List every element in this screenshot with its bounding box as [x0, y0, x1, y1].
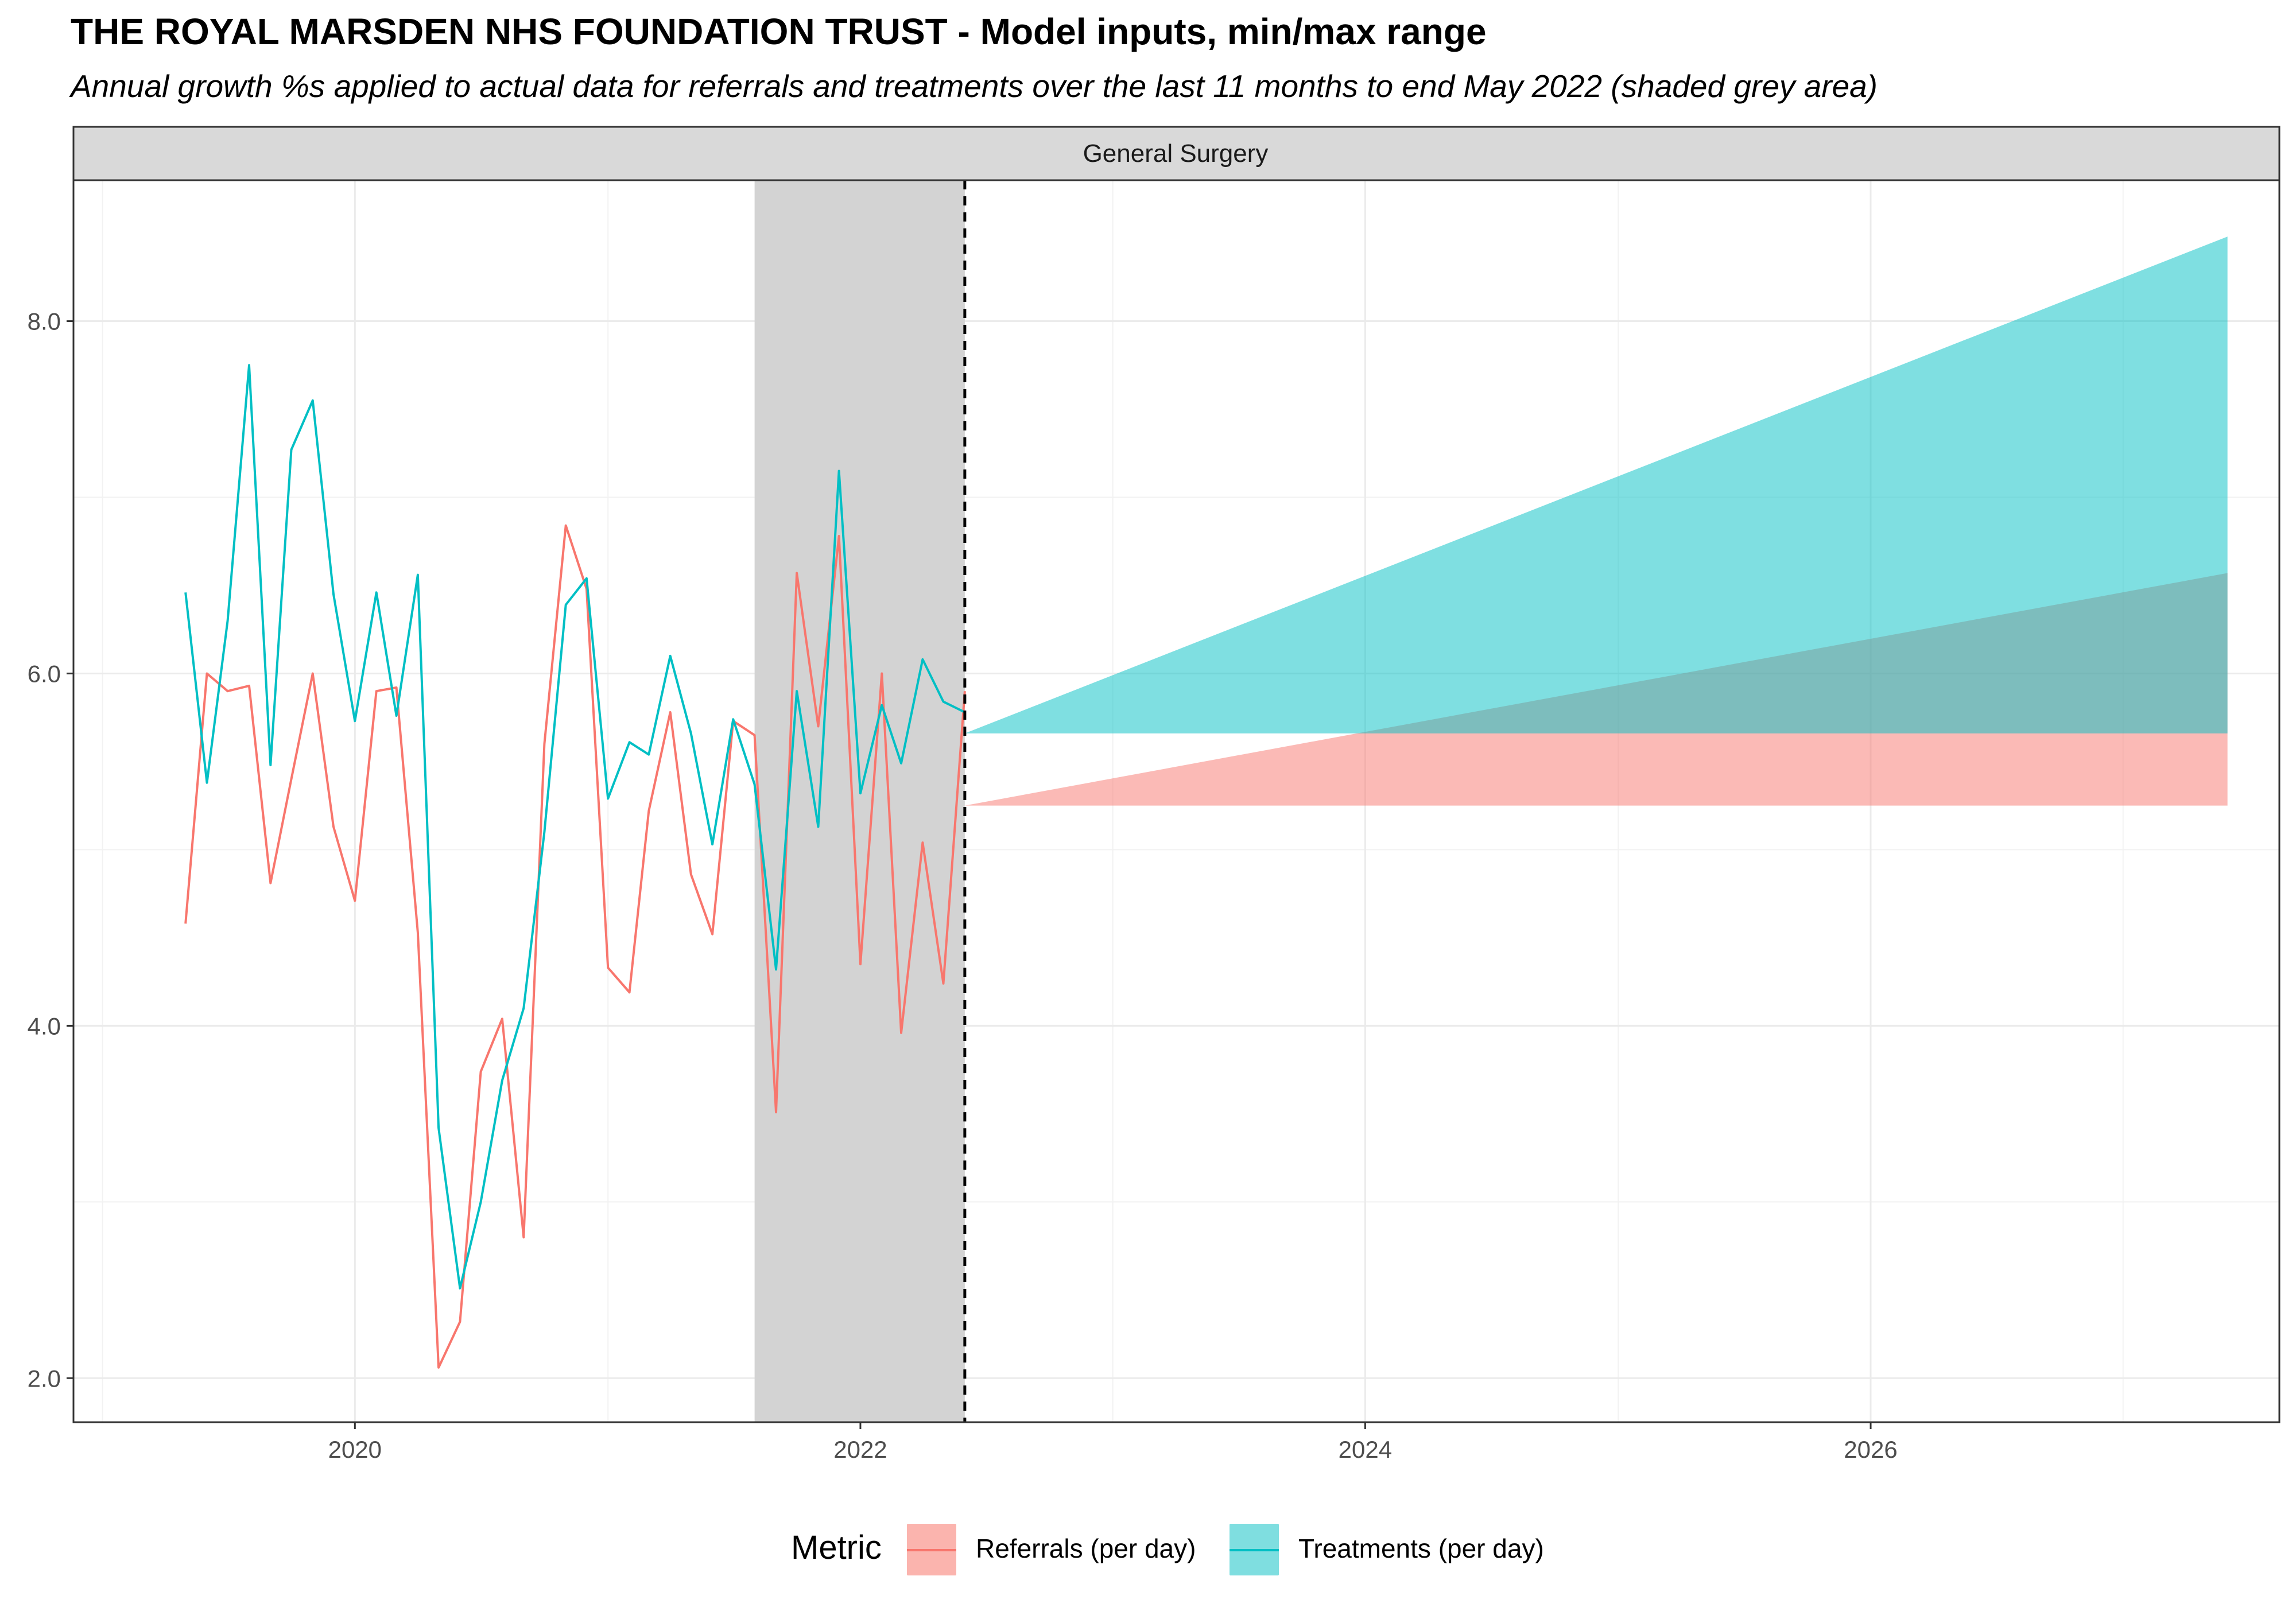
legend-label-referrals: Referrals (per day) [976, 1534, 1196, 1563]
y-tick-label: 2.0 [28, 1365, 61, 1392]
x-tick-label: 2020 [328, 1436, 382, 1463]
chart-title: THE ROYAL MARSDEN NHS FOUNDATION TRUST -… [71, 11, 1487, 52]
chart-subtitle: Annual growth %s applied to actual data … [71, 68, 1878, 104]
y-tick-label: 4.0 [28, 1012, 61, 1039]
projection-range-referrals [964, 573, 2228, 806]
panel-border [72, 179, 2281, 1423]
legend-key-treatments [1230, 1524, 1279, 1575]
plot-area: 2.0 4.0 6.0 8.0 2020 2022 2024 2026 [28, 179, 2281, 1463]
projection-range-treatments [964, 236, 2228, 733]
y-tick-label: 8.0 [28, 308, 61, 335]
legend: Metric Referrals (per day) Treatments (p… [0, 1524, 2296, 1575]
series-line-referrals [184, 524, 966, 1369]
legend-key-referrals [907, 1524, 956, 1575]
x-tick-label: 2024 [1339, 1436, 1392, 1463]
series-line-treatments [184, 364, 965, 1290]
legend-label-treatments: Treatments (per day) [1298, 1534, 1544, 1563]
legend-title: Metric [791, 1529, 882, 1566]
facet-label: General Surgery [1083, 139, 1269, 168]
x-tick-label: 2022 [833, 1436, 887, 1463]
y-tick-label: 6.0 [28, 660, 61, 687]
shaded-period [754, 180, 965, 1422]
x-tick-label: 2026 [1844, 1436, 1897, 1463]
chart-canvas: General Surgery 2.0 4.0 6.0 8.0 2020 2022 2024… [28, 126, 2281, 1463]
